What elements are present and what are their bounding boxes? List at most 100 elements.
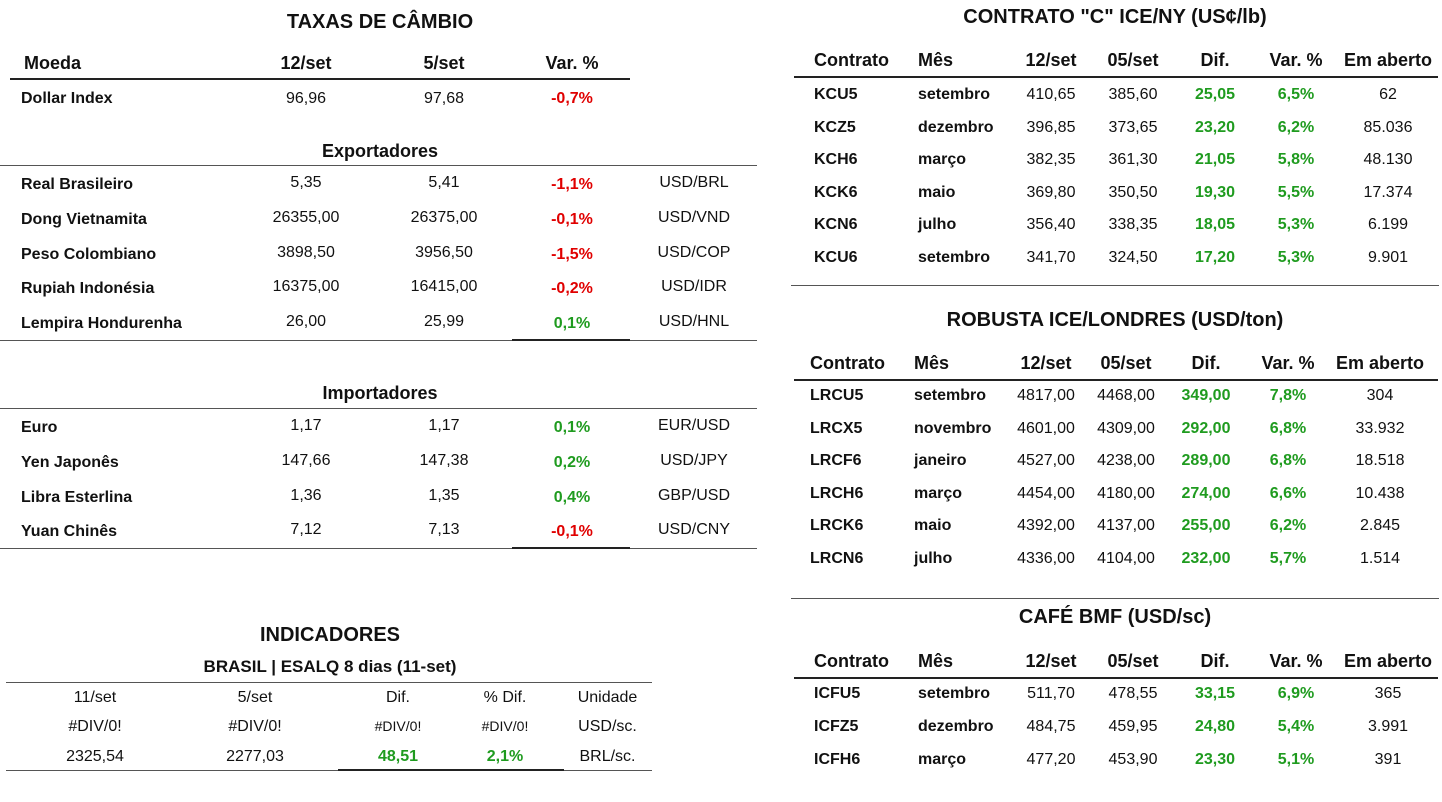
contract-month: março (914, 484, 963, 502)
currency-value-2: 147,38 (419, 451, 469, 469)
currency-name: Dong Vietnamita (21, 210, 147, 228)
contract-var: 6,8% (1269, 452, 1307, 470)
importadores-var-underline (512, 547, 630, 549)
indicadores-header: 5/set (237, 689, 273, 706)
contract-dif: 21,05 (1194, 151, 1236, 169)
currency-value-2: 1,35 (428, 486, 460, 504)
contract-open-interest: 18.518 (1355, 452, 1405, 470)
contract-var: 5,7% (1269, 550, 1307, 567)
contract-var: 5,5% (1277, 183, 1315, 201)
currency-var: -0,1% (551, 523, 593, 541)
arabica-bottom-rule (791, 285, 1439, 286)
contract-price-1: 484,75 (1026, 718, 1076, 735)
importadores-rule (0, 408, 757, 409)
indicadores-rule (6, 682, 652, 683)
indicadores-dif-underline (338, 769, 564, 771)
contract-price-1: 396,85 (1026, 118, 1076, 136)
currency-name: Euro (21, 419, 58, 436)
contract-dif: 19,30 (1194, 183, 1236, 201)
currency-value-1: 147,66 (281, 451, 331, 469)
contract-month: setembro (918, 86, 991, 103)
contract-dif: 33,15 (1194, 685, 1236, 702)
indicadores-bottom-rule (6, 770, 652, 771)
indicador-pct: #DIV/0! (481, 718, 529, 734)
currency-pair: USD/VND (657, 208, 730, 226)
currency-var: -1,1% (551, 176, 593, 193)
contract-price-1: 477,20 (1026, 751, 1076, 768)
contract-price-1: 382,35 (1026, 151, 1076, 169)
bmf-header-var: Var. % (1269, 651, 1323, 671)
contract-month: novembro (914, 419, 992, 437)
contract-price-2: 373,65 (1108, 118, 1158, 136)
contract-code: LRCN6 (810, 550, 864, 567)
indicadores-header: % Dif. (483, 689, 527, 706)
bmf-header-date1: 12/set (1025, 651, 1077, 671)
contract-var: 7,8% (1269, 387, 1307, 404)
contract-month: janeiro (914, 452, 967, 470)
cambio-header-date2: 5/set (423, 53, 465, 73)
currency-pair: USD/COP (657, 243, 731, 261)
currency-pair: USD/CNY (657, 521, 730, 539)
contract-var: 6,6% (1269, 484, 1307, 502)
robusta-header-contrato: Contrato (810, 353, 885, 373)
currency-value-1: 3898,50 (277, 243, 335, 261)
contract-price-2: 361,30 (1108, 151, 1158, 169)
indicador-value-1: #DIV/0! (68, 718, 122, 735)
contract-var: 6,2% (1277, 118, 1315, 136)
arabica-header-dif: Dif. (1200, 50, 1230, 70)
contract-price-2: 4238,00 (1097, 452, 1155, 470)
contract-dif: 289,00 (1181, 452, 1231, 470)
contract-price-1: 410,65 (1026, 86, 1076, 103)
contract-price-2: 478,55 (1108, 685, 1158, 702)
contract-dif: 255,00 (1181, 517, 1231, 535)
importadores-bottom-rule (0, 548, 757, 549)
contract-code: LRCX5 (810, 419, 863, 437)
currency-var: 0,4% (553, 488, 591, 506)
currency-value-1: 5,35 (290, 174, 322, 191)
contract-price-1: 356,40 (1026, 216, 1076, 234)
contract-price-2: 338,35 (1108, 216, 1158, 234)
row-var: -0,7% (551, 90, 593, 107)
contract-code: LRCF6 (810, 452, 862, 470)
contract-month: julho (918, 216, 957, 234)
contract-price-1: 4601,00 (1017, 419, 1075, 437)
contract-price-1: 369,80 (1026, 183, 1076, 201)
contract-month: março (918, 751, 967, 768)
indicadores-header: Unidade (577, 689, 638, 706)
contract-price-2: 4104,00 (1097, 550, 1155, 567)
cambio-header-date1: 12/set (280, 53, 332, 73)
row-value-2: 97,68 (423, 90, 465, 107)
indicador-unit: USD/sc. (578, 718, 637, 735)
contract-open-interest: 9.901 (1367, 249, 1409, 266)
robusta-header-mes: Mês (914, 353, 950, 373)
contract-code: LRCH6 (810, 484, 864, 502)
currency-value-2: 5,41 (428, 174, 460, 191)
currency-name: Lempira Hondurenha (21, 315, 182, 333)
bmf-header-dif: Dif. (1200, 651, 1230, 671)
contract-price-1: 4392,00 (1017, 517, 1075, 535)
contract-code: KCU5 (814, 86, 858, 103)
contract-price-1: 4454,00 (1017, 484, 1075, 502)
robusta-header-date1: 12/set (1020, 353, 1072, 373)
contract-var: 5,3% (1277, 249, 1315, 266)
row-value-1: 96,96 (285, 90, 327, 107)
bmf-title: CAFÉ BMF (USD/sc) (1018, 606, 1212, 628)
contract-month: março (918, 151, 967, 169)
contract-open-interest: 6.199 (1367, 216, 1409, 234)
contract-price-2: 385,60 (1108, 86, 1158, 103)
robusta-header-var: Var. % (1261, 353, 1315, 373)
exportadores-var-underline (512, 339, 630, 341)
contract-code: LRCK6 (810, 517, 864, 535)
contract-dif: 23,30 (1194, 751, 1236, 768)
contract-code: ICFH6 (814, 751, 861, 768)
contract-var: 5,1% (1277, 751, 1315, 768)
contract-price-1: 511,70 (1027, 685, 1075, 702)
importadores-title: Importadores (322, 383, 438, 403)
currency-var: -1,5% (551, 245, 593, 263)
contract-open-interest: 391 (1374, 751, 1402, 768)
exportadores-bottom-rule (0, 340, 757, 341)
robusta-header-dif: Dif. (1191, 353, 1221, 373)
currency-pair: USD/BRL (659, 174, 729, 191)
contract-var: 5,8% (1277, 151, 1315, 169)
currency-value-2: 1,17 (428, 417, 460, 434)
